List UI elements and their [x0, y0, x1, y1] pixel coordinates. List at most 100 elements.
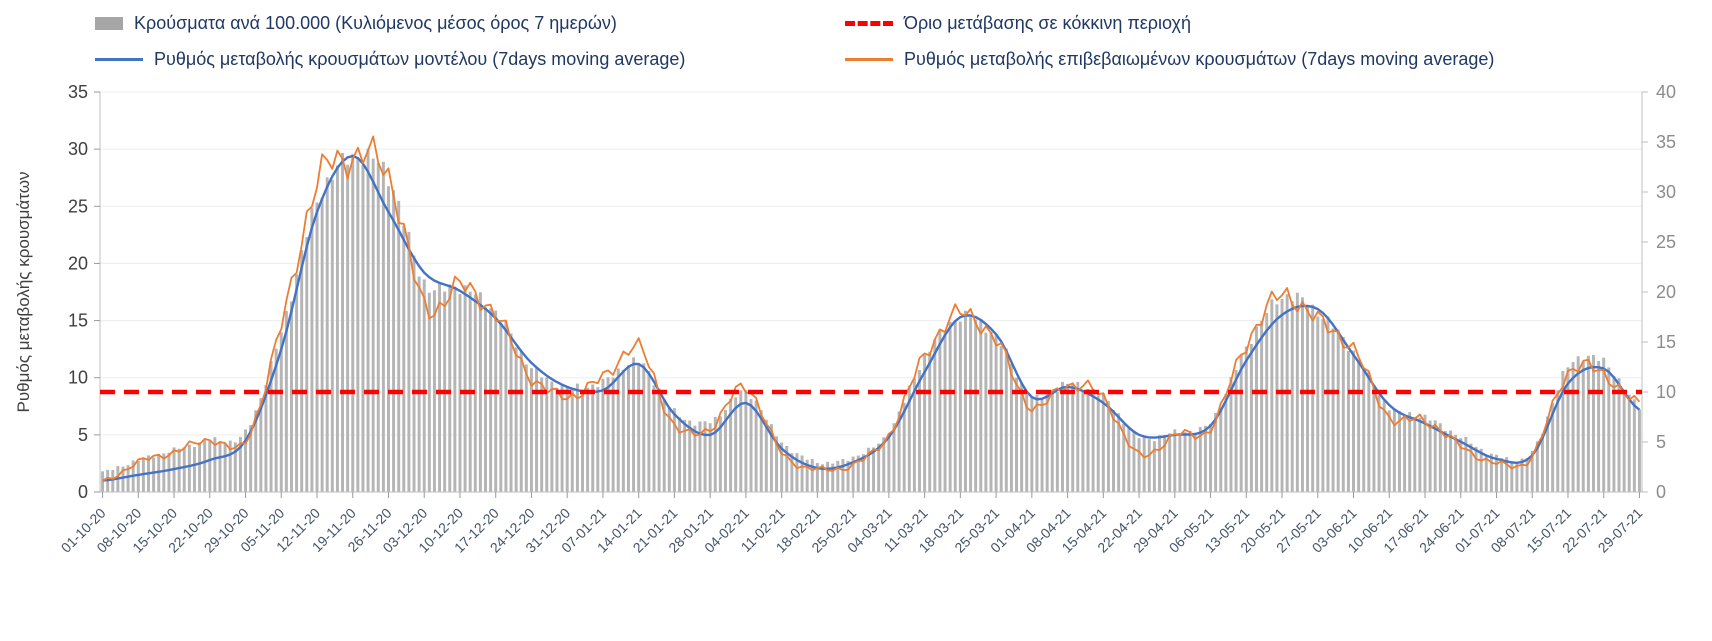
cases-bar	[392, 190, 396, 492]
cases-bar	[1362, 368, 1366, 492]
cases-bar	[427, 292, 431, 492]
cases-bar	[1602, 357, 1606, 492]
cases-bar	[208, 440, 212, 492]
cases-bar	[1464, 436, 1468, 492]
cases-bar	[473, 294, 477, 492]
cases-bar	[1520, 458, 1524, 492]
cases-bar	[994, 334, 998, 492]
cases-bar	[1183, 432, 1187, 492]
cases-bar	[279, 332, 283, 492]
right-axis-tick-label: 40	[1656, 82, 1676, 102]
cases-bar	[1137, 438, 1141, 492]
cases-bar	[1352, 350, 1355, 492]
cases-bar	[688, 420, 692, 492]
cases-bar	[438, 283, 442, 492]
cases-bar	[1571, 362, 1575, 492]
cases-bar	[780, 442, 784, 492]
cases-bar	[1612, 376, 1616, 492]
cases-bar	[1540, 433, 1544, 492]
cases-bar	[1127, 428, 1131, 492]
cases-bar	[1122, 423, 1126, 492]
cases-bar	[1500, 458, 1504, 492]
cases-bar	[570, 388, 574, 492]
cases-bar	[310, 208, 314, 493]
cases-bar	[376, 163, 380, 492]
cases-bar	[1076, 381, 1080, 492]
cases-bar	[1025, 394, 1029, 492]
cases-bar	[1387, 410, 1391, 492]
cases-bar	[887, 435, 891, 492]
cases-bar	[187, 444, 191, 492]
cases-bar	[708, 423, 712, 492]
cases-bar	[1372, 387, 1376, 492]
cases-bar	[729, 398, 733, 492]
cases-bar	[1239, 354, 1243, 492]
confirmed-rate-line	[102, 135, 1641, 482]
cases-bar	[320, 197, 324, 492]
cases-bar	[764, 419, 768, 492]
cases-bar	[366, 148, 370, 492]
cases-bar	[652, 385, 656, 492]
cases-bar	[417, 276, 421, 492]
cases-bar	[1178, 433, 1182, 492]
cases-bar	[529, 368, 533, 492]
cases-bar	[177, 448, 181, 492]
left-axis-tick-label: 30	[68, 139, 88, 159]
confirmed-line-swatch	[845, 57, 893, 61]
cases-bar	[759, 410, 763, 492]
legend-item-cases-per-100k: Κρούσματα ανά 100.000 (Κυλιόμενος μέσος …	[95, 10, 617, 36]
cases-bar	[969, 317, 973, 492]
cases-bar	[269, 361, 273, 492]
cases-bar	[1214, 413, 1218, 492]
cases-bar	[841, 459, 845, 492]
cases-bar	[1397, 410, 1401, 492]
cases-bar	[1449, 430, 1453, 492]
cases-bar	[448, 284, 452, 492]
cases-bar	[984, 332, 988, 492]
cases-bar	[412, 255, 416, 492]
cases-bar	[1443, 430, 1447, 492]
cases-bar	[897, 411, 901, 492]
cases-bar	[1617, 378, 1621, 492]
cases-bar	[274, 348, 278, 492]
legend-label-confirmed-rate: Ρυθμός μεταβολής επιβεβαιωμένων κρουσμάτ…	[904, 48, 1495, 69]
cases-bar	[647, 370, 651, 492]
cases-bar	[254, 410, 258, 492]
cases-bar	[1632, 399, 1636, 492]
cases-bar	[626, 365, 630, 492]
cases-bar	[943, 332, 947, 492]
cases-bar	[1050, 392, 1054, 492]
cases-bar	[999, 346, 1003, 492]
cases-bar	[341, 152, 345, 493]
cases-bar	[1418, 417, 1422, 492]
cases-bar	[948, 321, 952, 492]
cases-bar	[1438, 423, 1442, 492]
cases-bar	[846, 460, 850, 492]
cases-bar	[1326, 316, 1330, 492]
legend-item-confirmed-rate: Ρυθμός μεταβολής επιβεβαιωμένων κρουσμάτ…	[845, 46, 1494, 72]
cases-bar	[1142, 437, 1146, 492]
cases-bar	[111, 470, 115, 492]
cases-bar	[381, 161, 385, 492]
y-axis-title: Ρυθμός μεταβολής κρουσμάτων	[14, 171, 33, 413]
cases-bar	[718, 416, 722, 492]
cases-bar	[667, 407, 671, 492]
bar-series-swatch	[95, 16, 123, 30]
cases-bar	[233, 442, 237, 492]
cases-bar	[1479, 448, 1483, 492]
cases-bar	[657, 388, 661, 492]
cases-bar	[1096, 395, 1100, 492]
cases-bar	[1576, 356, 1580, 492]
cases-bar	[407, 231, 411, 492]
cases-bar	[371, 158, 375, 492]
cases-bar	[882, 437, 886, 492]
cases-bar	[1530, 450, 1534, 492]
cases-bar	[892, 423, 896, 492]
cases-bar	[805, 459, 809, 492]
cases-bar	[1484, 454, 1488, 492]
cases-bar	[1403, 415, 1407, 492]
cases-bar	[484, 307, 487, 492]
cases-bar	[856, 455, 860, 492]
cases-bar	[182, 447, 186, 492]
cases-bar	[1627, 394, 1631, 492]
